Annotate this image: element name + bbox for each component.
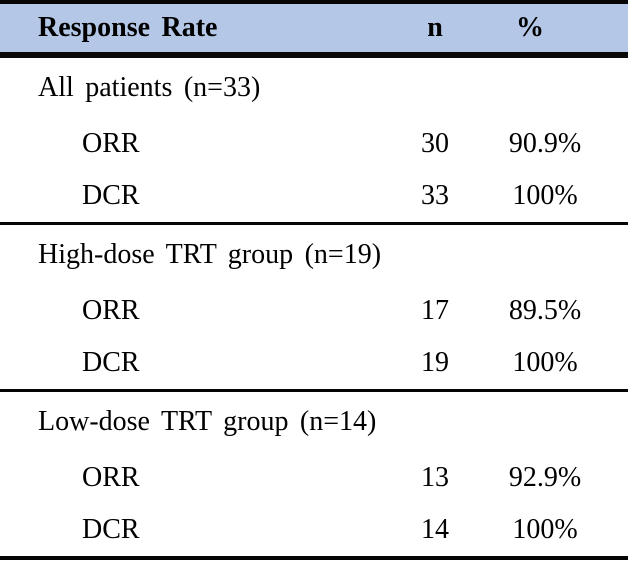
table-row: ORR 17 89.5% (0, 285, 628, 337)
row-n-value: 13 (421, 462, 449, 493)
group-all-patients: All patients (n=33) ORR 30 90.9% DCR 33 … (0, 58, 628, 225)
table-row: DCR 19 100% (0, 337, 628, 389)
header-n: n (427, 12, 443, 43)
row-label: ORR (82, 462, 140, 493)
row-pct-value: 100% (512, 347, 578, 378)
section-row: Low-dose TRT group (n=14) (0, 392, 628, 452)
row-n-value: 33 (421, 180, 449, 211)
row-n-value: 14 (421, 514, 449, 545)
table-row: ORR 30 90.9% (0, 118, 628, 170)
row-n-value: 30 (421, 128, 449, 159)
row-pct-value: 89.5% (508, 295, 582, 326)
row-label: DCR (82, 347, 140, 378)
response-rate-table: Response Rate n % All patients (n=33) OR… (0, 0, 628, 560)
row-label: ORR (82, 128, 140, 159)
section-row: High-dose TRT group (n=19) (0, 225, 628, 285)
section-row: All patients (n=33) (0, 58, 628, 118)
header-response-rate: Response Rate (38, 12, 218, 43)
table-row: DCR 33 100% (0, 170, 628, 222)
row-label: DCR (82, 180, 140, 211)
section-title: Low-dose TRT group (n=14) (38, 406, 377, 437)
group-high-dose-trt: High-dose TRT group (n=19) ORR 17 89.5% … (0, 225, 628, 392)
table-header-row: Response Rate n % (0, 4, 628, 58)
table-row: DCR 14 100% (0, 504, 628, 556)
group-low-dose-trt: Low-dose TRT group (n=14) ORR 13 92.9% D… (0, 392, 628, 556)
row-pct-value: 100% (512, 180, 578, 211)
row-label: ORR (82, 295, 140, 326)
row-pct-value: 90.9% (508, 128, 582, 159)
table-row: ORR 13 92.9% (0, 452, 628, 504)
row-label: DCR (82, 514, 140, 545)
row-pct-value: 92.9% (508, 462, 582, 493)
section-title: All patients (n=33) (38, 72, 261, 103)
row-pct-value: 100% (512, 514, 578, 545)
section-title: High-dose TRT group (n=19) (38, 239, 382, 270)
row-n-value: 17 (421, 295, 449, 326)
row-n-value: 19 (421, 347, 449, 378)
header-percent: % (516, 12, 544, 43)
